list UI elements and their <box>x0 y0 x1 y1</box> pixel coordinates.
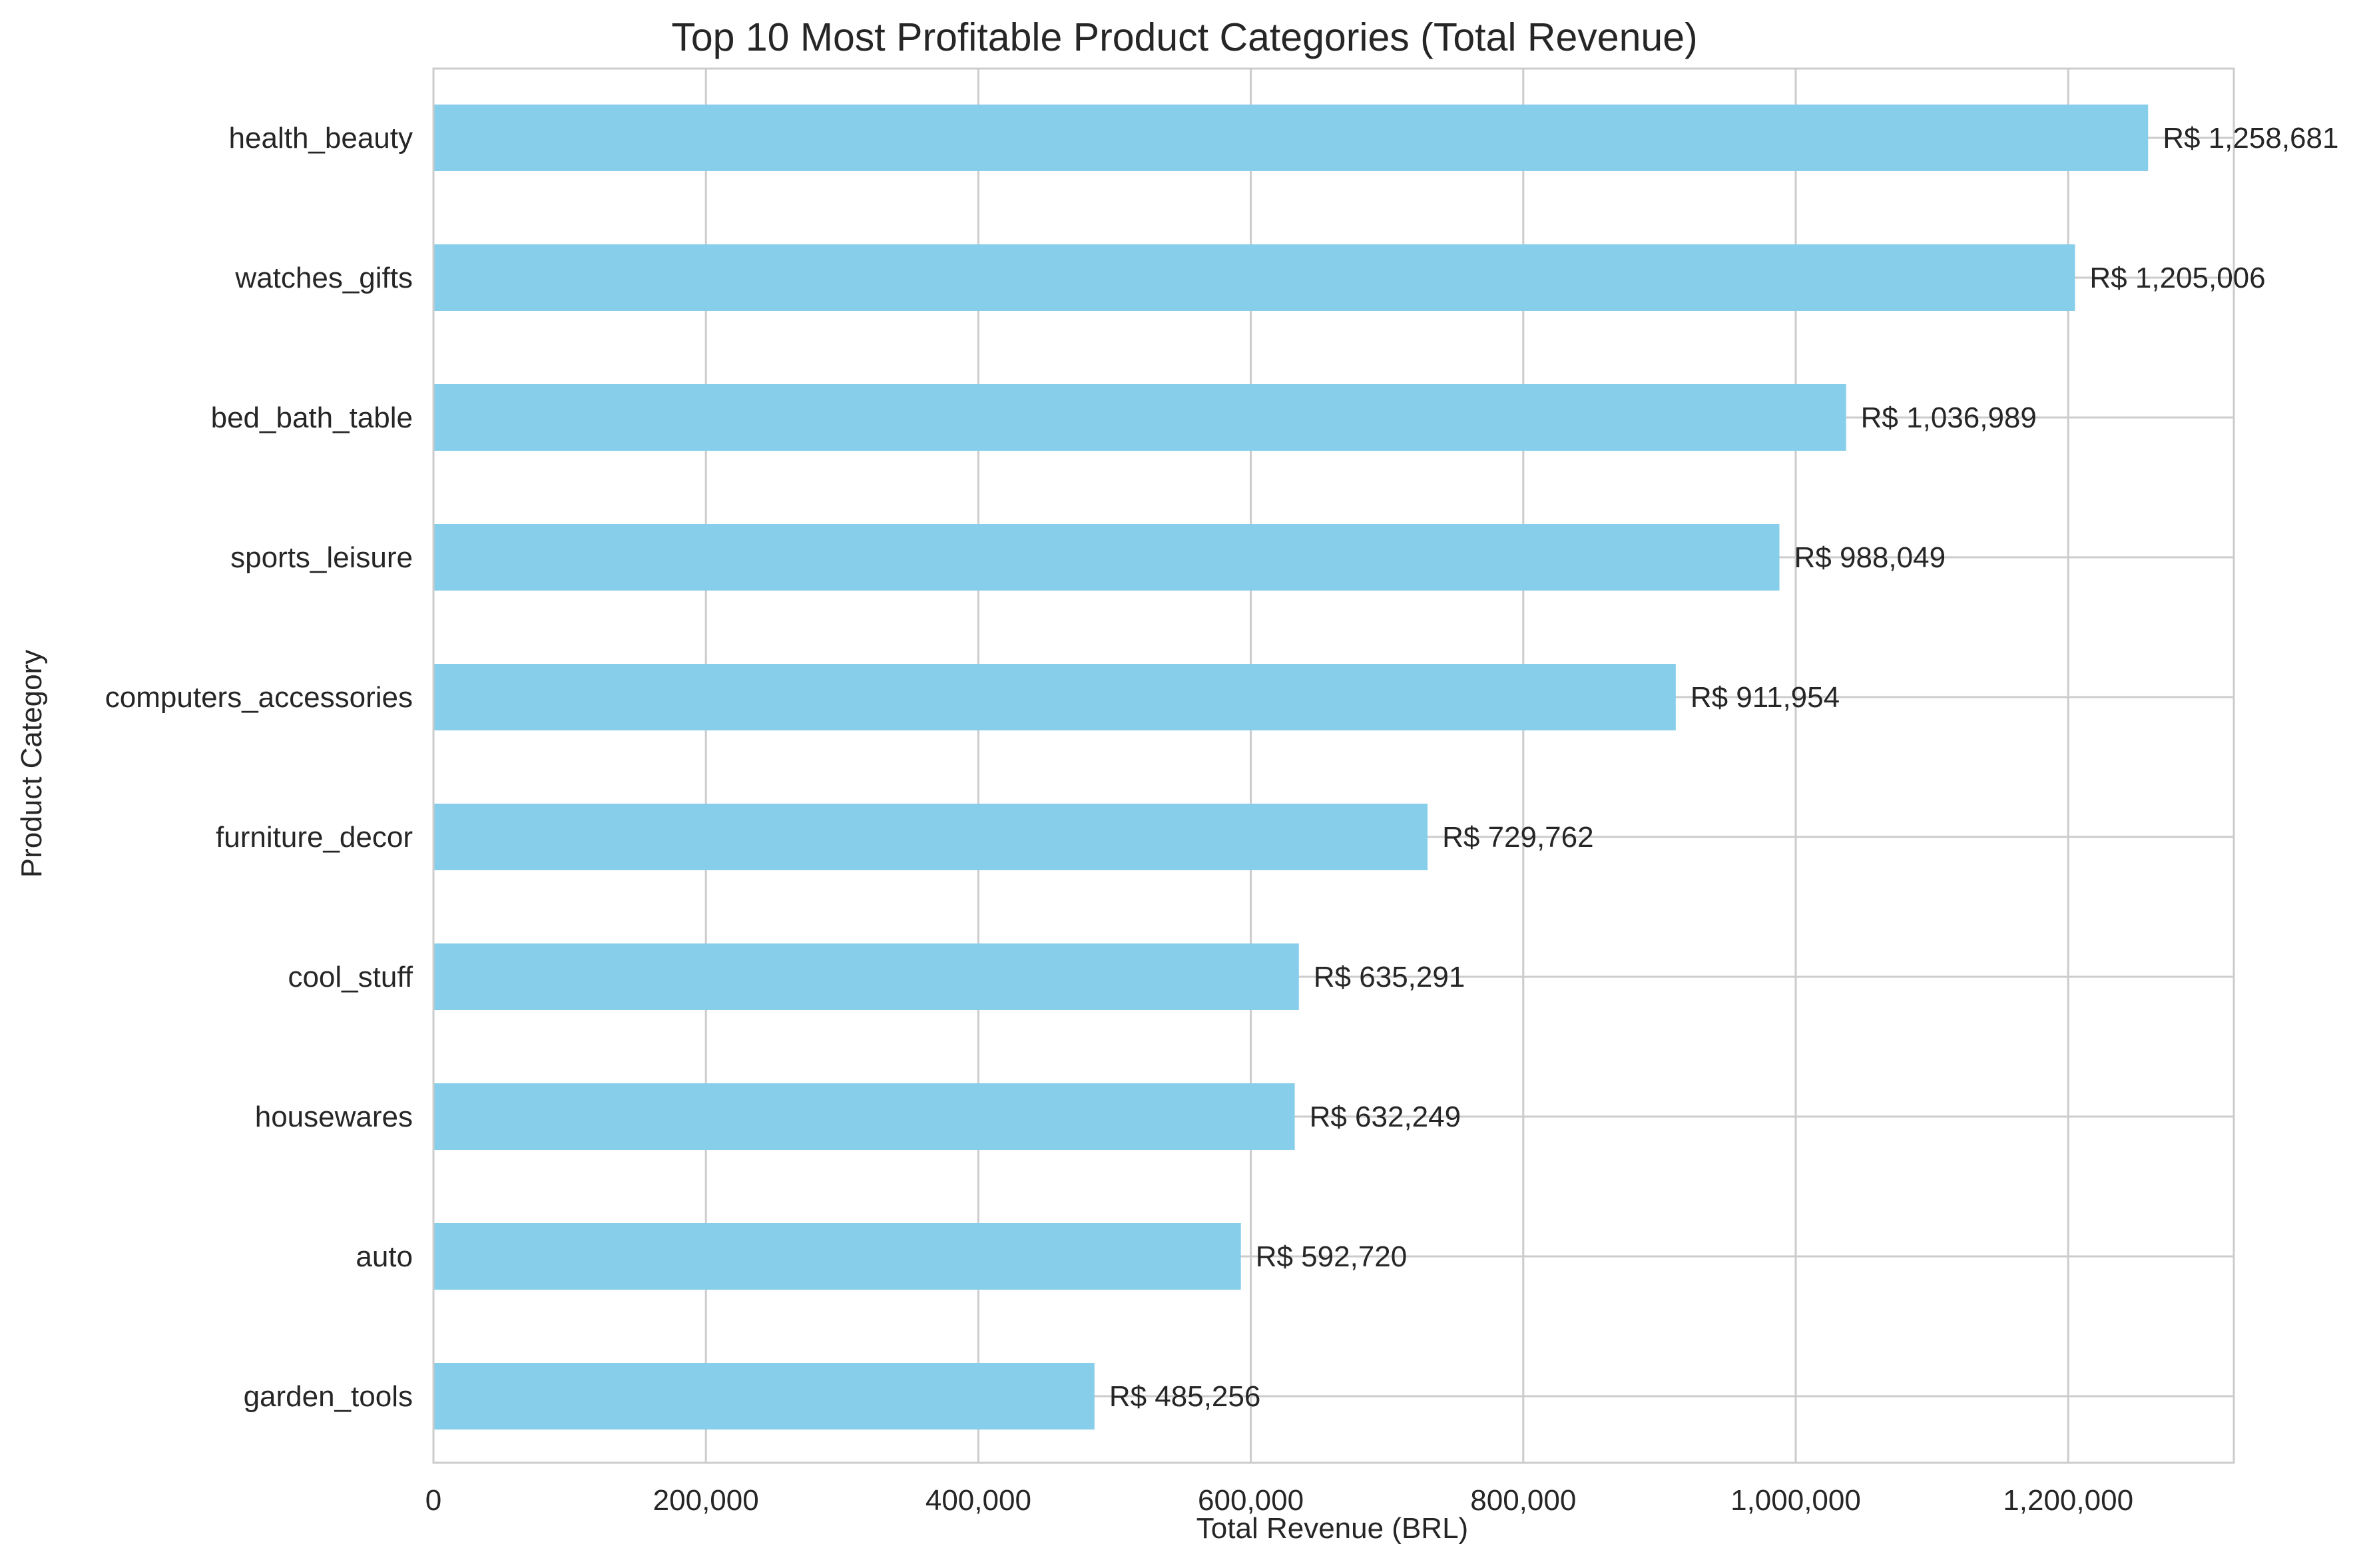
y-axis-label: Product Category <box>15 650 48 878</box>
y-tick-label: cool_stuff <box>288 961 413 993</box>
bar <box>433 105 2149 171</box>
x-tick-labels: 0 200,000 400,000 600,000 800,000 1,000,000 1,… <box>425 1484 2133 1517</box>
bar-value-label: R$ 911,954 <box>1691 681 1840 714</box>
y-tick-label: watches_gifts <box>234 262 413 294</box>
bar-value-label: R$ 632,249 <box>1310 1101 1461 1133</box>
bar <box>433 524 1780 591</box>
bar <box>433 384 1846 451</box>
x-tick-label: 200,000 <box>653 1484 759 1517</box>
bar-value-label: R$ 729,762 <box>1442 821 1594 854</box>
bar <box>433 804 1428 870</box>
y-tick-label: garden_tools <box>244 1380 413 1413</box>
bar-value-label: R$ 1,036,989 <box>1861 401 2037 434</box>
data-labels: R$ 1,258,681 R$ 1,205,006 R$ 1,036,989 R$ 9… <box>1109 122 2339 1413</box>
x-tick-label: 0 <box>425 1484 441 1517</box>
y-tick-labels: health_beauty watches_gifts bed_bath_table… <box>105 122 413 1413</box>
x-tick-label: 800,000 <box>1470 1484 1576 1517</box>
plot-frame <box>432 67 2235 1464</box>
bar <box>433 943 1299 1010</box>
bar <box>433 1223 1241 1290</box>
y-tick-label: furniture_decor <box>216 821 413 854</box>
bar-value-label: R$ 988,049 <box>1794 541 1946 574</box>
y-tick-label: bed_bath_table <box>211 401 413 434</box>
y-tick-label: health_beauty <box>229 122 413 154</box>
chart-title: Top 10 Most Profitable Product Categorie… <box>671 15 1697 59</box>
y-tick-label: housewares <box>255 1101 413 1133</box>
bars <box>433 105 2149 1430</box>
bar <box>433 664 1676 730</box>
bar-value-label: R$ 1,205,006 <box>2089 262 2265 294</box>
y-tick-label: computers_accessories <box>105 681 413 714</box>
x-axis-label: Total Revenue (BRL) <box>1196 1512 1468 1545</box>
x-tick-label: 1,200,000 <box>2003 1484 2133 1517</box>
bar-value-label: R$ 1,258,681 <box>2163 122 2338 154</box>
x-tick-label: 400,000 <box>925 1484 1031 1517</box>
bar <box>433 244 2075 311</box>
y-tick-label: sports_leisure <box>230 541 413 574</box>
bar-value-label: R$ 635,291 <box>1314 961 1465 993</box>
y-tick-label: auto <box>356 1240 413 1273</box>
bar-value-label: R$ 485,256 <box>1109 1380 1261 1413</box>
bar <box>433 1083 1295 1150</box>
bar <box>433 1363 1095 1430</box>
bar-value-label: R$ 592,720 <box>1256 1240 1408 1273</box>
x-tick-label: 1,000,000 <box>1730 1484 1861 1517</box>
x-tick-label: 600,000 <box>1198 1484 1304 1517</box>
